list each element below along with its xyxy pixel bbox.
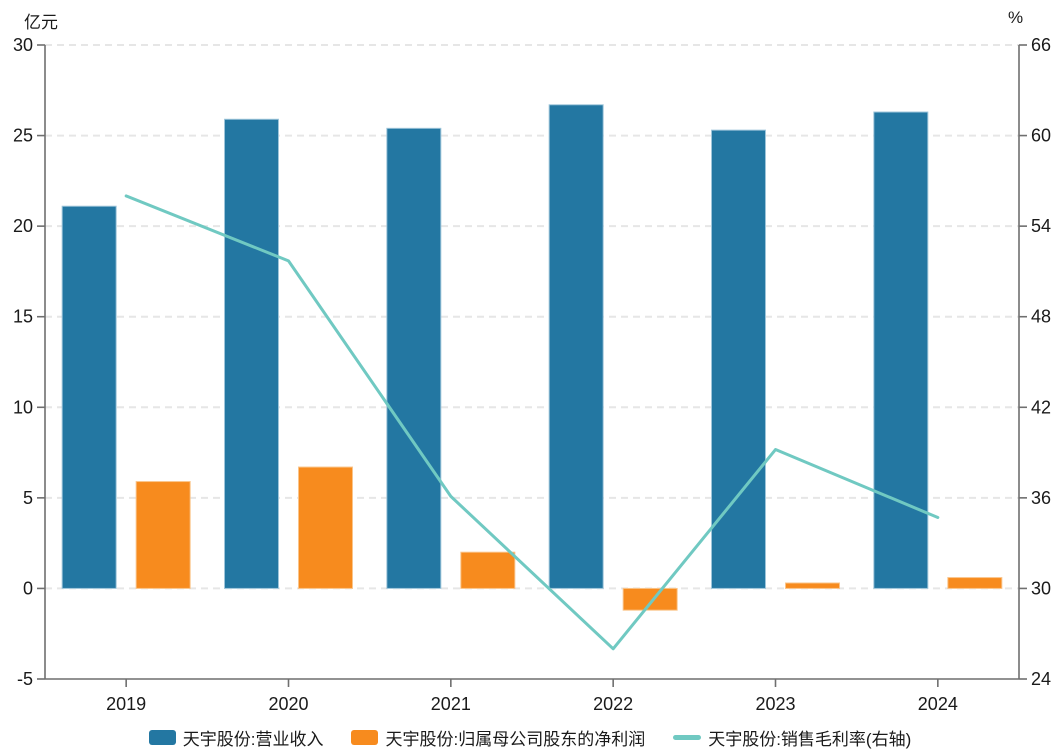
net_profit-bar-2021 xyxy=(460,551,516,589)
revenue-bar-2020 xyxy=(224,118,279,589)
legend-label-revenue: 天宇股份:营业收入 xyxy=(182,730,324,749)
left-tick-label-15: 15 xyxy=(13,307,33,327)
left-axis-unit-label: 亿元 xyxy=(24,13,58,32)
left-tick-label-10: 10 xyxy=(13,397,33,417)
net-profit-swatch-icon xyxy=(351,730,379,745)
left-tick-label-0: 0 xyxy=(23,578,33,598)
legend: 天宇股份:营业收入 天宇股份:归属母公司股东的净利润 天宇股份:销售毛利率(右轴… xyxy=(0,725,1060,750)
revenue-swatch-icon xyxy=(148,730,176,745)
x-tick-label-2022: 2022 xyxy=(593,694,633,714)
left-tick-label--5: -5 xyxy=(17,669,33,689)
left-tick-label-20: 20 xyxy=(13,216,33,236)
right-tick-label-60: 60 xyxy=(1031,126,1051,146)
x-tick-label-2019: 2019 xyxy=(106,694,146,714)
right-tick-label-30: 30 xyxy=(1031,578,1051,598)
revenue-bar-2019 xyxy=(61,205,117,589)
right-tick-label-48: 48 xyxy=(1031,307,1051,327)
net_profit-bar-2023 xyxy=(785,582,840,589)
left-tick-label-25: 25 xyxy=(13,126,33,146)
x-tick-label-2024: 2024 xyxy=(918,694,958,714)
right-tick-label-54: 54 xyxy=(1031,216,1051,236)
net_profit-bar-2022 xyxy=(622,587,678,611)
left-tick-label-5: 5 xyxy=(23,488,33,508)
revenue-bar-2022 xyxy=(548,104,604,589)
legend-label-gross-margin: 天宇股份:销售毛利率(右轴) xyxy=(708,730,912,749)
revenue-bar-2024 xyxy=(873,111,929,589)
legend-item-net-profit: 天宇股份:归属母公司股东的净利润 xyxy=(351,725,645,750)
right-tick-label-36: 36 xyxy=(1031,488,1051,508)
right-tick-label-24: 24 xyxy=(1031,669,1051,689)
legend-label-net-profit: 天宇股份:归属母公司股东的净利润 xyxy=(385,730,646,749)
revenue-bar-2023 xyxy=(711,129,766,589)
x-tick-label-2023: 2023 xyxy=(755,694,795,714)
net_profit-bar-2020 xyxy=(298,466,353,589)
gross_margin-line xyxy=(124,194,940,651)
right-tick-label-42: 42 xyxy=(1031,397,1051,417)
legend-item-revenue: 天宇股份:营业收入 xyxy=(148,725,324,750)
right-tick-label-66: 66 xyxy=(1031,35,1051,55)
x-tick-label-2020: 2020 xyxy=(268,694,308,714)
right-axis-unit-label: % xyxy=(1008,8,1024,27)
x-tick-label-2021: 2021 xyxy=(431,694,471,714)
left-tick-label-30: 30 xyxy=(13,35,33,55)
legend-item-gross-margin: 天宇股份:销售毛利率(右轴) xyxy=(673,725,911,750)
gross-margin-line-icon xyxy=(673,735,702,740)
net_profit-bar-2024 xyxy=(947,577,1003,589)
revenue-bar-2021 xyxy=(386,127,442,589)
net_profit-bar-2019 xyxy=(135,481,191,589)
